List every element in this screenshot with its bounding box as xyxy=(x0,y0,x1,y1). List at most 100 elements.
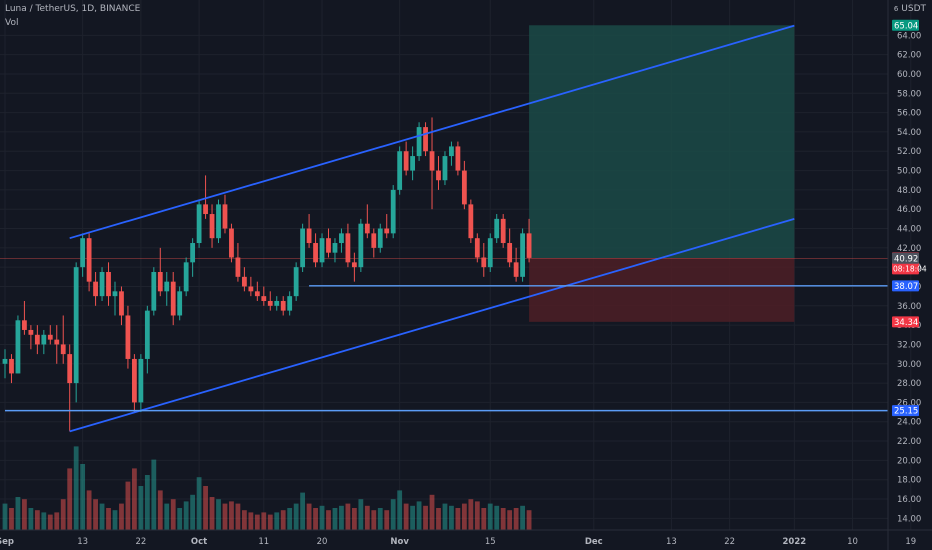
volume-bar xyxy=(436,508,441,530)
volume-bar xyxy=(371,510,377,530)
volume-bar xyxy=(442,503,448,530)
time-tick-label: 11 xyxy=(258,537,269,547)
candle-body xyxy=(261,296,267,301)
candle xyxy=(416,122,422,161)
volume-bar xyxy=(183,501,189,530)
price-tick-label: 24.00 xyxy=(897,418,921,428)
candle-body xyxy=(177,291,183,316)
candle xyxy=(106,262,111,306)
volume-bar xyxy=(125,481,131,530)
candle xyxy=(351,252,357,282)
channel-lower-line[interactable] xyxy=(69,218,795,433)
volume-bar xyxy=(461,503,467,530)
volume-bar xyxy=(222,503,228,530)
candle-body xyxy=(300,228,306,268)
candle-body xyxy=(106,272,111,297)
volume-bar xyxy=(345,503,351,530)
volume-bar xyxy=(358,499,364,530)
profit-target-zone[interactable] xyxy=(529,25,795,259)
candle xyxy=(54,325,60,364)
price-tick-label: 22.00 xyxy=(897,437,921,447)
volume-indicator-label[interactable]: Vol xyxy=(5,18,19,28)
volume-bar xyxy=(229,501,234,530)
volume-bar xyxy=(351,508,357,530)
candle-body xyxy=(41,334,47,345)
candle xyxy=(183,257,189,297)
time-tick-label: 15 xyxy=(485,537,496,547)
price-badge: 40.92 xyxy=(892,252,919,264)
volume-bar xyxy=(209,497,215,530)
volume-bar xyxy=(67,468,73,530)
candle xyxy=(410,146,416,181)
candle xyxy=(358,218,364,272)
drawn-lines[interactable] xyxy=(5,24,888,433)
candle-body xyxy=(196,204,202,244)
candle-body xyxy=(351,262,357,268)
candle-body xyxy=(229,228,234,258)
candle xyxy=(28,325,34,350)
candle-body xyxy=(313,243,318,263)
candle-body xyxy=(28,329,34,335)
volume-bar xyxy=(80,464,86,530)
candle-body xyxy=(513,262,519,277)
candle-body xyxy=(267,300,273,306)
candle-body xyxy=(358,223,364,268)
candle xyxy=(216,199,221,244)
volume-bar xyxy=(9,508,14,530)
time-tick-label: 2022 xyxy=(783,537,807,547)
stop-loss-zone[interactable] xyxy=(529,258,795,322)
volume-bar xyxy=(397,490,403,530)
volume-bar xyxy=(293,503,299,530)
candle-body xyxy=(170,281,176,316)
candle xyxy=(177,286,183,321)
candle xyxy=(209,204,215,248)
price-tick-label: 46.00 xyxy=(897,205,921,215)
position-zones[interactable] xyxy=(0,25,888,322)
candle-body xyxy=(235,257,241,277)
candlesticks xyxy=(2,117,532,432)
symbol-title[interactable]: Luna / TetherUS, 1D, BINANCE xyxy=(5,4,141,14)
candle-body xyxy=(209,214,215,239)
channel-upper-line[interactable] xyxy=(69,24,795,240)
candle-body xyxy=(93,281,98,297)
candle xyxy=(15,315,21,374)
volume-bar xyxy=(144,475,150,530)
price-tick-label: 60.00 xyxy=(897,70,921,80)
volume-bar xyxy=(254,514,260,530)
candle-body xyxy=(377,228,383,248)
candle xyxy=(293,262,299,301)
candle-body xyxy=(9,358,14,374)
candle xyxy=(474,233,480,263)
candle-body xyxy=(481,257,487,268)
volume-bar xyxy=(377,508,383,530)
candle xyxy=(494,214,500,244)
candle xyxy=(73,262,79,403)
candle xyxy=(384,214,390,239)
candle-body xyxy=(429,151,435,171)
time-axis[interactable]: Sep 13 22 Oct 11 20 Nov 15 Dec 13 22 2022 10 19 xyxy=(0,537,916,547)
price-tick-label: 52.00 xyxy=(897,147,921,157)
candle xyxy=(339,228,344,253)
volume-bar xyxy=(86,490,92,530)
volume-bar xyxy=(112,510,118,530)
candle xyxy=(364,204,370,239)
volume-bar xyxy=(319,505,325,530)
candle xyxy=(319,233,325,268)
volume-bar xyxy=(287,508,293,530)
volume-bar xyxy=(280,510,286,530)
volume-bar xyxy=(507,510,513,530)
candle xyxy=(481,243,487,277)
candle-body xyxy=(410,156,416,171)
candle xyxy=(326,228,331,258)
countdown-label: 08:18:04 xyxy=(893,264,927,273)
candle-body xyxy=(190,243,196,263)
price-tick-label: 42.00 xyxy=(897,244,921,254)
candle xyxy=(229,223,234,263)
volume-bar xyxy=(423,505,428,530)
candle xyxy=(125,305,131,369)
candle xyxy=(86,233,92,292)
candle xyxy=(507,228,513,268)
volume-bar xyxy=(170,499,176,530)
price-tick-label: 56.00 xyxy=(897,109,921,119)
